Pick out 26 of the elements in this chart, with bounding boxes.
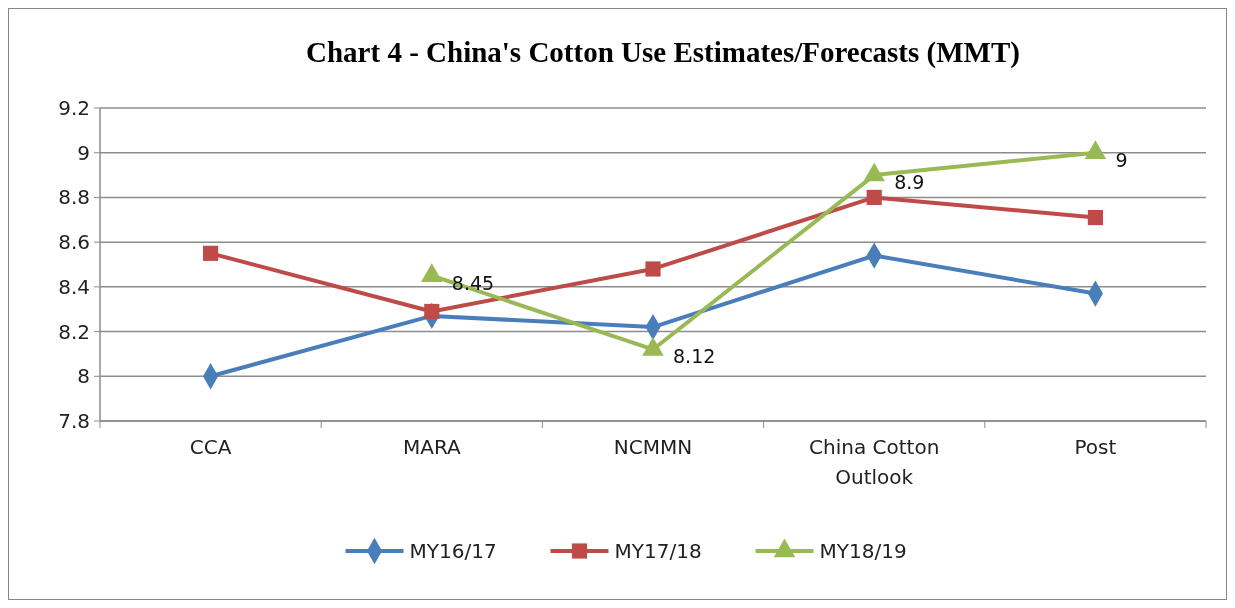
legend-label: MY18/19 — [819, 539, 907, 563]
y-tick-label: 9.2 — [58, 96, 90, 120]
y-tick-label: 9 — [77, 140, 90, 165]
x-tick-label: MARA — [402, 435, 461, 459]
y-tick-label: 7.8 — [58, 409, 90, 433]
x-tick-label: China Cotton Outlook — [809, 435, 940, 489]
y-tick-label: 8 — [77, 364, 90, 389]
data-label: 8.45 — [451, 271, 495, 294]
data-label: 9 — [1115, 148, 1128, 171]
point — [1087, 209, 1103, 226]
x-tick-label: CCA — [189, 435, 232, 459]
y-tick-label: 8.6 — [58, 230, 90, 255]
point — [645, 261, 661, 277]
legend-label: MY16/17 — [409, 539, 497, 563]
data-label: 8.12 — [673, 345, 716, 368]
point — [866, 189, 882, 206]
point — [203, 245, 219, 261]
data-label: 8.9 — [894, 171, 925, 194]
y-tick-label: 8.8 — [58, 185, 90, 210]
y-tick-label: 8.4 — [58, 274, 90, 299]
y-tick-label: 8.2 — [58, 319, 90, 344]
x-tick-label: NCMMN — [613, 435, 693, 459]
chart-title: Chart 4 - China's Cotton Use Estimates/Forecasts (MMT) — [306, 36, 1020, 69]
x-tick-label: Post — [1074, 435, 1117, 459]
point — [424, 303, 440, 320]
legend-label: MY17/18 — [614, 539, 702, 563]
